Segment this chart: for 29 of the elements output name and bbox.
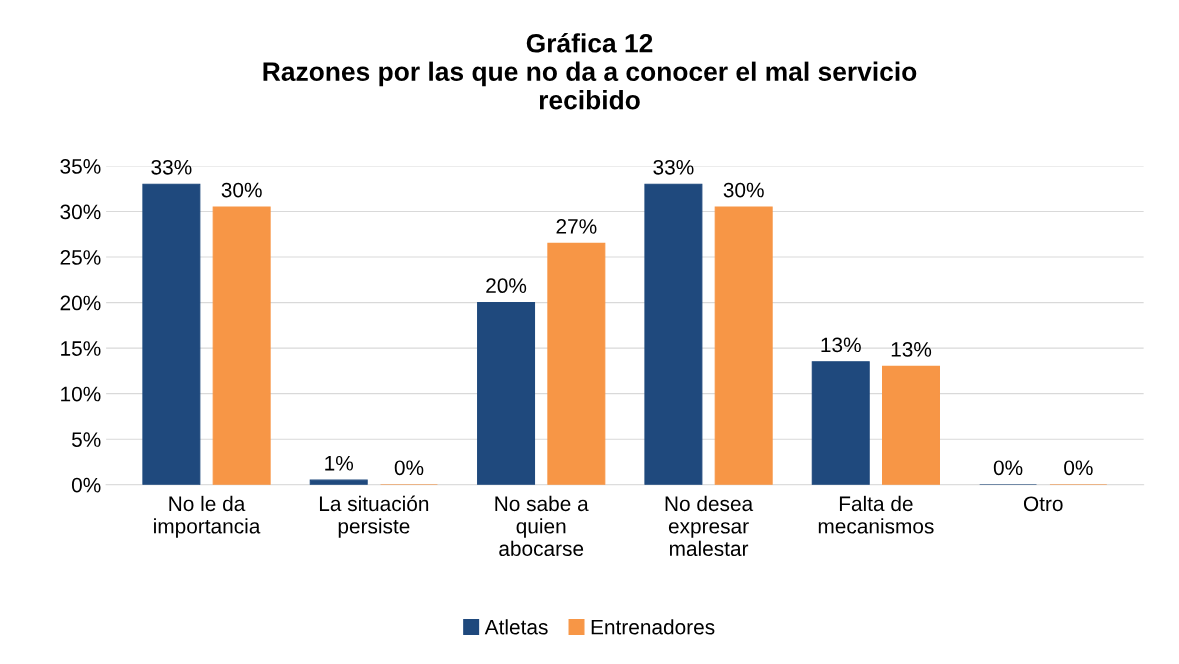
- data-label: 20%: [486, 278, 527, 294]
- data-label: 0%: [993, 460, 1023, 476]
- data-label: 0%: [1064, 460, 1093, 476]
- data-label: 27%: [556, 219, 597, 234]
- x-tick-label: La situación persiste: [319, 495, 429, 538]
- x-tick-label: No sabe a quien abocarse: [495, 495, 589, 557]
- x-tick-label: Falta de mecanismos: [818, 495, 934, 534]
- data-label: 30%: [221, 182, 262, 198]
- data-label: 13%: [821, 337, 861, 353]
- y-tick-label: 5%: [71, 432, 101, 447]
- data-label: 1%: [325, 455, 354, 471]
- x-tick-label: No le da importancia: [154, 495, 261, 538]
- y-tick-label: 0%: [71, 477, 101, 493]
- x-tick-label: Otro: [1023, 496, 1063, 512]
- y-tick-label: 15%: [61, 341, 101, 356]
- y-tick-label: 25%: [60, 250, 101, 265]
- y-tick-label: 35%: [60, 159, 101, 174]
- legend-label: Entrenadores: [591, 619, 715, 635]
- chart-title: Gráfica 12 Razones por las que no da a conocer el mal servicio recibido: [263, 32, 917, 110]
- data-label: 33%: [151, 159, 192, 175]
- legend-label: Atletas: [484, 619, 548, 635]
- data-label: 0%: [394, 460, 424, 476]
- data-label: 13%: [891, 342, 932, 357]
- y-tick-label: 10%: [61, 386, 101, 402]
- y-tick-label: 30%: [60, 204, 101, 220]
- data-label: 33%: [653, 159, 694, 175]
- data-label: 30%: [723, 182, 764, 198]
- x-tick-label: No desea expresar malestar: [665, 495, 754, 557]
- y-tick-label: 20%: [60, 295, 101, 311]
